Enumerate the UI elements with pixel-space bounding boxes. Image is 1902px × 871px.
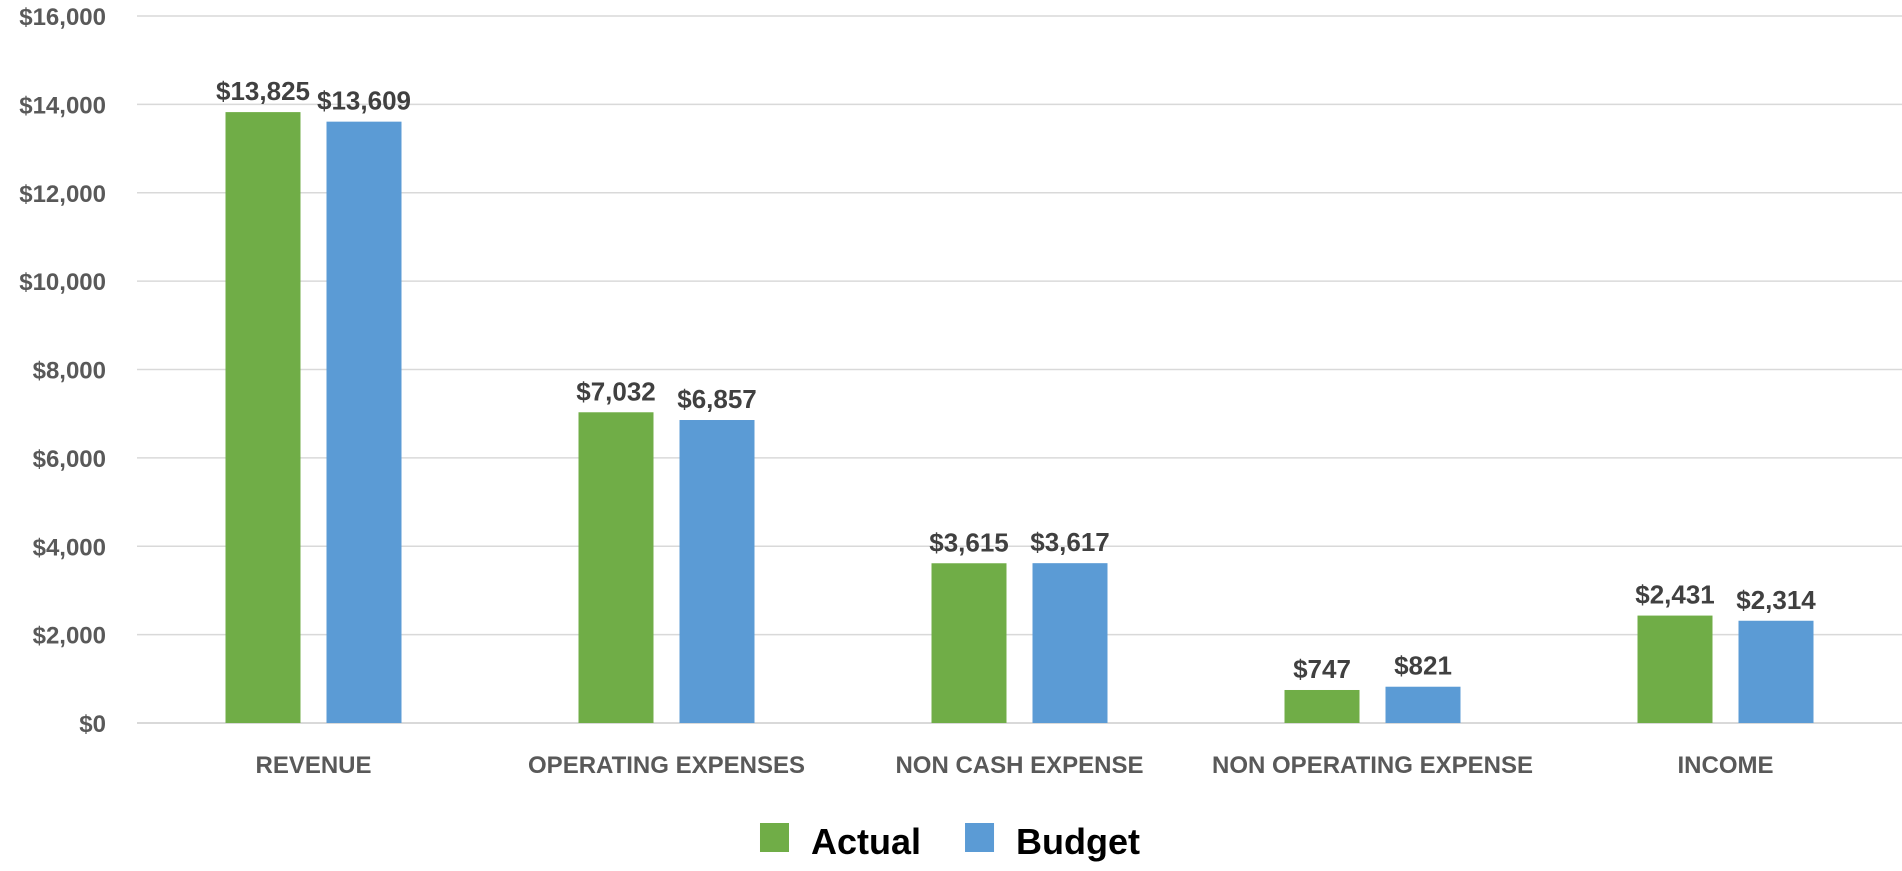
data-labels: $13,825 $13,609 $7,032 $6,857 $3,615 $3,617 $7… bbox=[216, 76, 1816, 684]
x-axis-categories: REVENUE OPERATING EXPENSES NON CASH EXPENS… bbox=[255, 752, 1773, 779]
category-label: REVENUE bbox=[255, 752, 371, 779]
y-tick-label: $6,000 bbox=[33, 446, 106, 473]
bar-budget-4 bbox=[1738, 620, 1814, 723]
y-tick-label: $8,000 bbox=[33, 358, 106, 385]
bar-actual-1 bbox=[578, 412, 654, 723]
bar-actual-2 bbox=[931, 563, 1007, 723]
bar-budget-1 bbox=[679, 420, 755, 723]
legend: Actual Budget bbox=[759, 821, 1140, 862]
data-label-actual-0: $13,825 bbox=[216, 76, 310, 106]
data-label-budget-1: $6,857 bbox=[677, 384, 757, 414]
category-label: INCOME bbox=[1678, 752, 1774, 779]
data-label-budget-4: $2,314 bbox=[1736, 585, 1816, 615]
data-label-actual-3: $747 bbox=[1293, 654, 1351, 684]
data-label-budget-2: $3,617 bbox=[1030, 527, 1110, 557]
y-tick-label: $4,000 bbox=[33, 534, 106, 561]
bar-actual-4 bbox=[1637, 615, 1713, 723]
legend-label-budget: Budget bbox=[1016, 821, 1140, 862]
bar-budget-3 bbox=[1385, 686, 1461, 723]
bar-actual-3 bbox=[1284, 689, 1360, 723]
y-tick-label: $14,000 bbox=[19, 92, 106, 119]
y-tick-label: $10,000 bbox=[19, 269, 106, 296]
y-tick-label: $0 bbox=[79, 711, 106, 738]
legend-swatch-budget bbox=[965, 823, 995, 852]
data-label-actual-1: $7,032 bbox=[576, 376, 656, 406]
data-label-budget-3: $821 bbox=[1394, 651, 1452, 681]
y-tick-label: $12,000 bbox=[19, 181, 106, 208]
data-label-actual-4: $2,431 bbox=[1635, 580, 1715, 610]
category-label: OPERATING EXPENSES bbox=[528, 752, 805, 779]
data-label-budget-0: $13,609 bbox=[317, 86, 411, 116]
bar-budget-0 bbox=[326, 121, 402, 723]
y-axis-ticks: $0 $2,000 $4,000 $6,000 $8,000 $10,000 $12,000… bbox=[19, 4, 106, 738]
data-label-actual-2: $3,615 bbox=[929, 527, 1009, 557]
legend-swatch-actual bbox=[759, 823, 789, 852]
y-tick-label: $2,000 bbox=[33, 623, 106, 650]
legend-label-actual: Actual bbox=[811, 821, 921, 862]
bars bbox=[225, 112, 1814, 724]
category-label: NON CASH EXPENSE bbox=[895, 752, 1143, 779]
gridlines bbox=[137, 15, 1902, 724]
category-label: NON OPERATING EXPENSE bbox=[1212, 752, 1533, 779]
y-tick-label: $16,000 bbox=[19, 4, 106, 31]
bar-budget-2 bbox=[1032, 563, 1108, 723]
bar-actual-0 bbox=[225, 112, 301, 724]
